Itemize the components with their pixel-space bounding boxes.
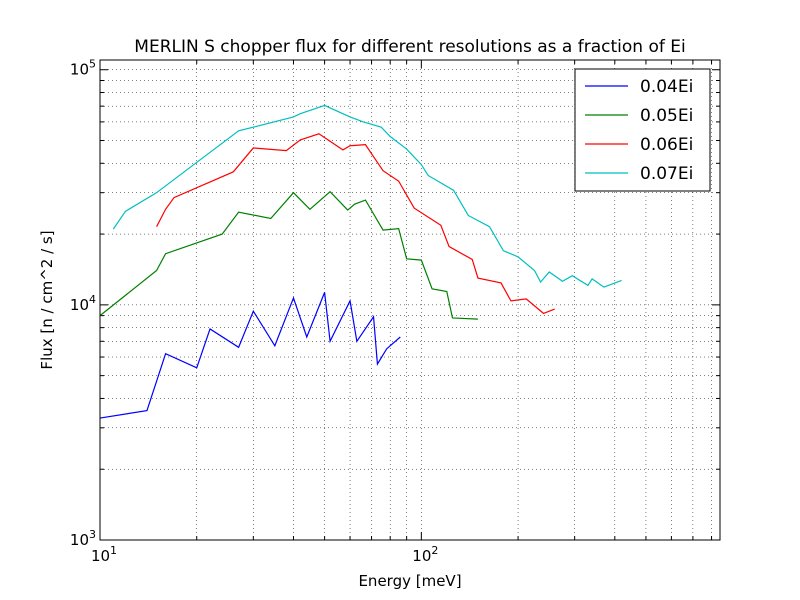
plot-lines — [99, 104, 622, 419]
chart-title: MERLIN S chopper flux for different reso… — [134, 37, 685, 57]
y-axis-label: Flux [n / cm^2 / s] — [38, 230, 56, 369]
x-axis-label: Energy [meV] — [358, 572, 461, 590]
x-tick-labels: 101 102 — [91, 544, 438, 565]
series-line-0.07Ei — [112, 104, 622, 288]
y-tick-label: 104 — [70, 293, 96, 314]
legend: 0.04Ei 0.05Ei 0.06Ei 0.07Ei — [574, 68, 711, 192]
legend-label: 0.04Ei — [640, 77, 693, 97]
y-tick-label: 105 — [70, 58, 96, 79]
series-line-0.06Ei — [156, 133, 555, 315]
legend-box — [574, 68, 711, 192]
legend-label: 0.05Ei — [640, 106, 693, 126]
x-tick-label: 101 — [91, 544, 117, 565]
legend-label: 0.06Ei — [640, 135, 693, 155]
plot-frame — [99, 59, 721, 541]
y-tick-labels: 103 104 105 — [70, 58, 96, 549]
series-line-0.04Ei — [99, 292, 401, 419]
y-tick-label: 103 — [70, 528, 96, 549]
x-tick-label: 102 — [412, 544, 438, 565]
legend-label: 0.07Ei — [640, 164, 693, 184]
series-line-0.05Ei — [99, 190, 478, 320]
